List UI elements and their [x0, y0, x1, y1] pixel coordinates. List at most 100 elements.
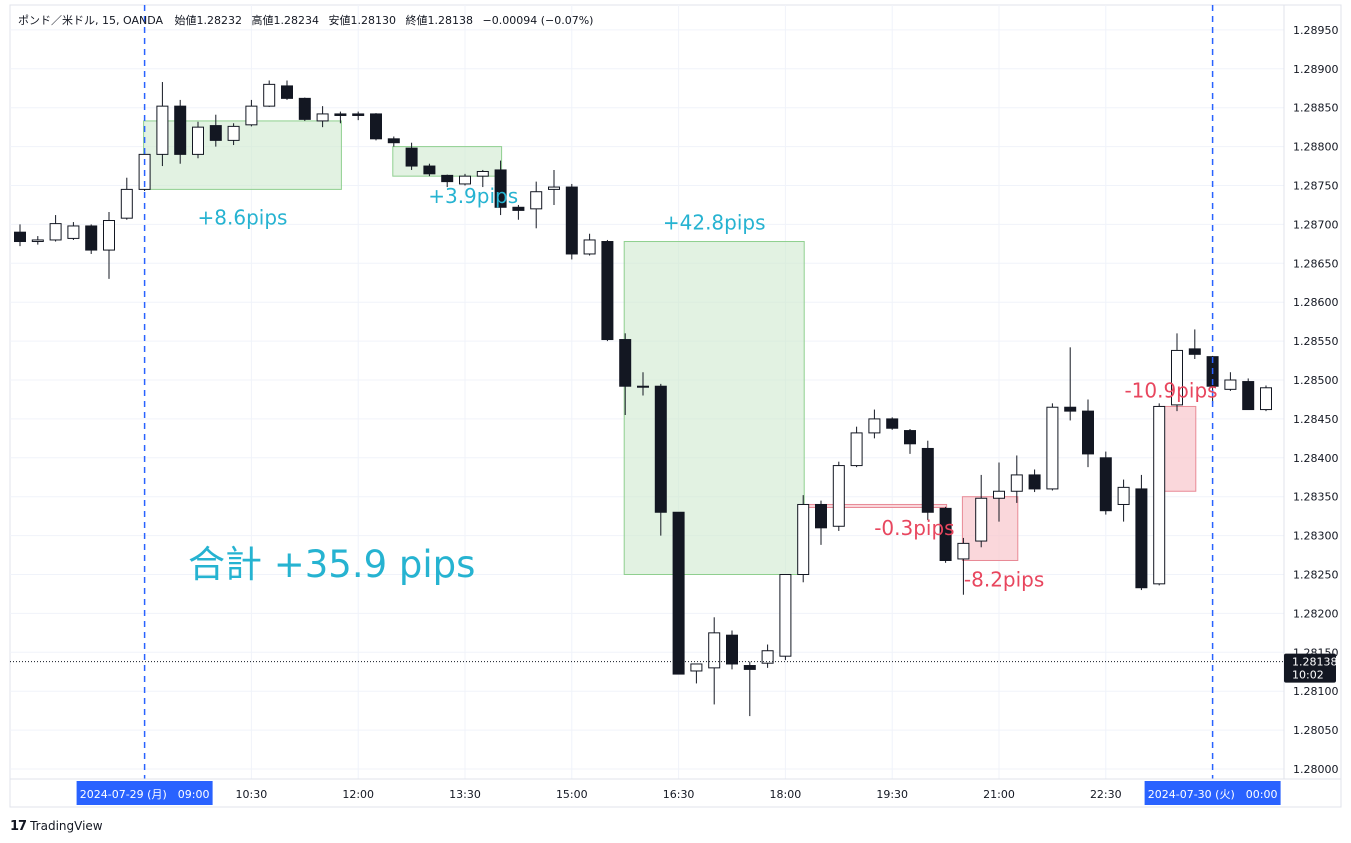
change-value: −0.00094 (−0.07%)	[483, 14, 594, 27]
candle	[103, 211, 115, 279]
candle	[1046, 403, 1059, 491]
candle	[565, 183, 578, 260]
candle-body	[619, 339, 632, 387]
trade-pips-label: +42.8pips	[663, 211, 766, 235]
date-marker-label-end: 2024-07-30 (火) 00:00	[1148, 788, 1278, 801]
candle-body	[975, 497, 988, 542]
candle-body	[886, 418, 899, 429]
candle	[743, 661, 756, 717]
price-tick-label: 1.28600	[1293, 296, 1339, 309]
price-tick-label: 1.28350	[1293, 491, 1339, 504]
symbol-name: ポンド／米ドル, 15, OANDA	[18, 14, 163, 27]
candle-body	[370, 113, 382, 140]
trade-box	[623, 241, 805, 576]
candle	[1188, 329, 1201, 359]
symbol-legend[interactable]: ポンド／米ドル, 15, OANDA 始値1.28232 高値1.28234 安…	[18, 13, 593, 27]
candle	[761, 644, 774, 668]
candle	[797, 495, 810, 583]
price-tick-label: 1.28700	[1293, 218, 1339, 231]
time-tick-label: 18:00	[770, 788, 802, 801]
candle-body	[334, 113, 347, 116]
price-tick-label: 1.28200	[1293, 607, 1339, 620]
candle-body	[530, 191, 543, 210]
candle	[975, 474, 988, 548]
candle	[1082, 399, 1094, 468]
tradingview-logo[interactable]: 17 TradingView	[10, 817, 103, 835]
candle-body	[316, 113, 329, 122]
price-axis[interactable]: 1.280001.280501.281001.281501.282001.282…	[10, 24, 1339, 776]
candle	[281, 80, 293, 100]
candle	[904, 429, 916, 454]
candle-body	[904, 430, 916, 445]
candle-body	[352, 113, 365, 116]
candle-body	[957, 542, 970, 560]
candles	[14, 80, 1272, 717]
price-tick-label: 1.28000	[1293, 763, 1339, 776]
candle-body	[708, 632, 721, 669]
candle-body	[797, 503, 810, 576]
candle-body	[494, 169, 507, 208]
candle	[886, 417, 899, 430]
candle	[494, 160, 507, 216]
candle-body	[120, 188, 133, 219]
candle-body	[1224, 379, 1237, 390]
candle	[387, 136, 400, 147]
high-value: 1.28234	[274, 14, 320, 27]
time-axis[interactable]: 10:30 12:00 13:30 15:00 16:30 18:00 19:30 21:00…	[236, 788, 1122, 801]
candle	[1010, 455, 1023, 503]
trade-pips-label: +3.9pips	[428, 184, 518, 208]
candle-body	[174, 105, 187, 155]
price-tick-label: 1.28400	[1293, 452, 1339, 465]
candle	[174, 99, 187, 164]
price-tick-label: 1.28800	[1293, 141, 1339, 154]
time-tick-label: 19:30	[876, 788, 908, 801]
candle	[31, 236, 44, 245]
candle	[690, 663, 703, 684]
candle-body	[672, 511, 685, 675]
candle-body	[1064, 406, 1077, 412]
candle	[1028, 469, 1041, 493]
candle	[637, 372, 649, 396]
candle	[1260, 385, 1272, 412]
candle	[298, 97, 311, 121]
current-price-label: 1.28138	[1292, 656, 1338, 669]
candle	[49, 215, 62, 242]
candle-body	[85, 225, 98, 251]
candle-body	[441, 174, 454, 183]
candle	[921, 440, 934, 521]
price-tick-label: 1.28100	[1293, 685, 1339, 698]
price-tick-label: 1.28950	[1293, 24, 1339, 37]
candle-body	[245, 105, 258, 126]
total-pips-label: 合計 +35.9 pips	[188, 543, 475, 586]
date-marker-badge-end	[1144, 781, 1281, 805]
candle-body	[743, 665, 756, 670]
time-tick-label: 13:30	[449, 788, 481, 801]
candle	[939, 506, 952, 563]
price-tick-label: 1.28300	[1293, 530, 1339, 543]
candle-body	[263, 83, 276, 107]
price-tick-label: 1.28850	[1293, 102, 1339, 115]
price-tick-label: 1.28750	[1293, 180, 1339, 193]
trade-pips-label: -10.9pips	[1124, 378, 1217, 402]
candle-body	[1028, 474, 1041, 490]
candle	[993, 462, 1005, 522]
candle	[1171, 333, 1183, 412]
price-tick-label: 1.28900	[1293, 63, 1339, 76]
candle-body	[405, 147, 418, 167]
candle-body	[14, 231, 26, 243]
date-markers: 2024-07-29 (月) 09:00 2024-07-30 (火) 00:00	[76, 5, 1281, 805]
candle-body	[31, 239, 44, 243]
candle-body	[565, 186, 578, 255]
candle-body	[476, 170, 489, 177]
time-tick-label: 10:30	[236, 788, 268, 801]
candle-body	[1153, 405, 1166, 585]
candle-body	[601, 241, 614, 341]
candle	[1135, 474, 1148, 591]
candle	[868, 409, 881, 439]
low-value: 1.28130	[351, 14, 397, 27]
price-tick-label: 1.28050	[1293, 724, 1339, 737]
candle-body	[387, 138, 400, 144]
candle	[512, 204, 525, 220]
candle	[67, 222, 80, 240]
